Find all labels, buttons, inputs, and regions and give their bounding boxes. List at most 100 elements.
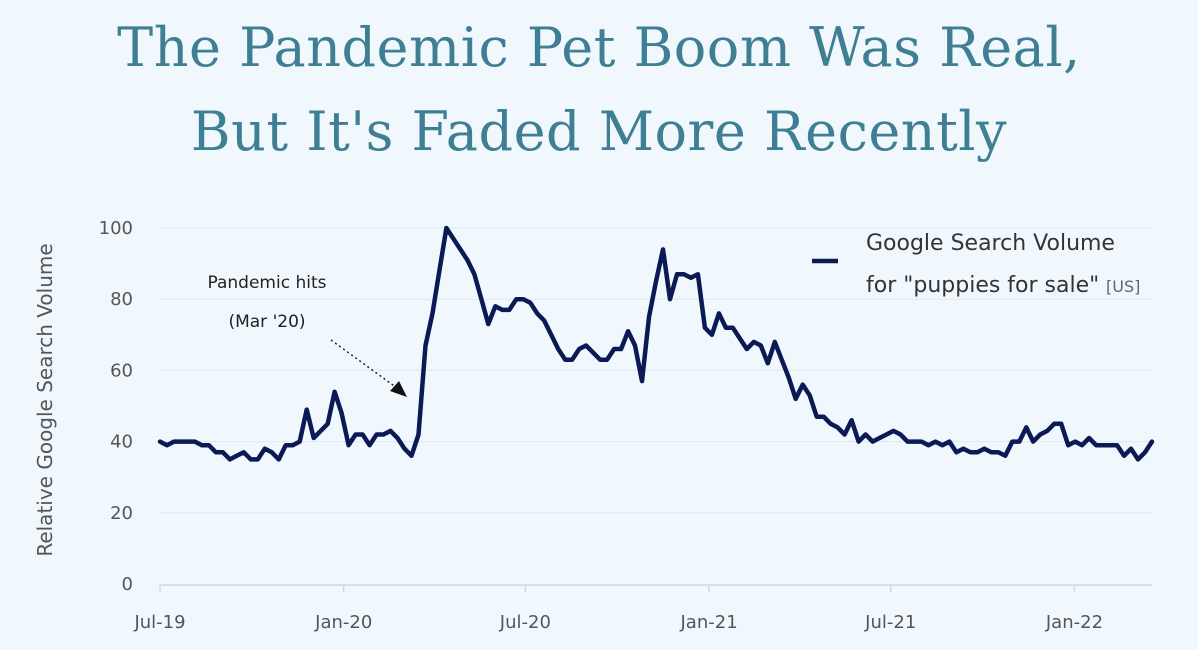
data-point — [801, 383, 805, 387]
data-point — [305, 408, 309, 412]
annotation-layer: Pandemic hits (Mar '20) — [208, 273, 407, 397]
data-point — [319, 429, 323, 433]
data-point — [472, 272, 476, 276]
data-point — [563, 358, 567, 362]
data-point — [368, 443, 372, 447]
data-point — [619, 347, 623, 351]
data-point — [479, 297, 483, 301]
data-point — [1129, 447, 1133, 451]
data-point — [437, 269, 441, 273]
data-point — [815, 415, 819, 419]
y-tick-label: 60 — [110, 360, 133, 381]
data-point — [298, 440, 302, 444]
data-point — [521, 297, 525, 301]
data-point — [724, 326, 728, 330]
data-point — [947, 440, 951, 444]
data-point — [535, 311, 539, 315]
data-point — [158, 440, 162, 444]
data-point — [549, 333, 553, 337]
data-point — [1017, 440, 1021, 444]
data-point — [186, 440, 190, 444]
data-point — [228, 457, 232, 461]
data-point — [661, 247, 665, 251]
data-point — [989, 450, 993, 454]
data-point — [507, 308, 511, 312]
data-point — [906, 440, 910, 444]
data-point — [752, 340, 756, 344]
data-point — [675, 272, 679, 276]
chart-title-line-1: The Pandemic Pet Boom Was Real, — [117, 16, 1081, 79]
data-point — [1122, 454, 1126, 458]
data-point — [458, 247, 462, 251]
legend: Google Search Volume for "puppies for sal… — [812, 231, 1140, 298]
data-point — [766, 361, 770, 365]
data-point — [1066, 443, 1070, 447]
data-point — [1150, 440, 1154, 444]
data-point — [1094, 443, 1098, 447]
data-point — [284, 443, 288, 447]
data-point — [270, 450, 274, 454]
data-point — [954, 450, 958, 454]
x-tick-label: Jul-19 — [133, 612, 185, 633]
data-point — [857, 440, 861, 444]
legend-label-line-2: for "puppies for sale" — [866, 273, 1099, 298]
data-point — [277, 457, 281, 461]
data-point — [1073, 440, 1077, 444]
data-point — [235, 454, 239, 458]
series-line — [157, 225, 1155, 462]
x-tick-label: Jan-21 — [680, 612, 738, 633]
annotation-arrow-head — [390, 381, 407, 397]
x-tick-label: Jul-21 — [864, 612, 916, 633]
data-point — [1038, 433, 1042, 437]
x-tick-label: Jul-20 — [499, 612, 551, 633]
data-point — [577, 347, 581, 351]
data-point — [165, 443, 169, 447]
data-point — [850, 418, 854, 422]
data-point — [961, 447, 965, 451]
annotation-arrow-line — [330, 339, 398, 389]
y-axis-title: Relative Google Search Volume — [33, 243, 57, 556]
y-tick-label: 80 — [110, 289, 133, 310]
series-layer — [157, 225, 1155, 462]
data-point — [640, 379, 644, 383]
data-point — [605, 358, 609, 362]
y-tick-label: 40 — [110, 432, 133, 453]
data-point — [913, 440, 917, 444]
data-point — [808, 393, 812, 397]
data-point — [1101, 443, 1105, 447]
data-point — [291, 443, 295, 447]
data-point — [340, 411, 344, 415]
data-point — [221, 450, 225, 454]
data-point — [354, 433, 358, 437]
y-tick-label: 100 — [99, 218, 133, 239]
data-point — [703, 326, 707, 330]
data-point — [1031, 440, 1035, 444]
x-tick-label: Jan-20 — [314, 612, 372, 633]
y-tick-label: 20 — [110, 503, 133, 524]
data-point — [996, 450, 1000, 454]
data-point — [256, 457, 260, 461]
data-point — [598, 358, 602, 362]
series-points — [158, 226, 1154, 461]
x-tick-label: Jan-22 — [1045, 612, 1103, 633]
data-point — [444, 226, 448, 230]
data-point — [179, 440, 183, 444]
data-point — [745, 347, 749, 351]
data-point — [326, 422, 330, 426]
data-point — [773, 340, 777, 344]
data-point — [1136, 457, 1140, 461]
data-point — [424, 344, 428, 348]
data-point — [654, 279, 658, 283]
data-point — [633, 344, 637, 348]
data-point — [1052, 422, 1056, 426]
data-point — [333, 390, 337, 394]
data-point — [1024, 425, 1028, 429]
data-point — [403, 447, 407, 451]
data-point — [431, 311, 435, 315]
data-point — [968, 450, 972, 454]
data-point — [242, 450, 246, 454]
data-point — [1003, 454, 1007, 458]
data-point — [514, 297, 518, 301]
data-point — [836, 425, 840, 429]
